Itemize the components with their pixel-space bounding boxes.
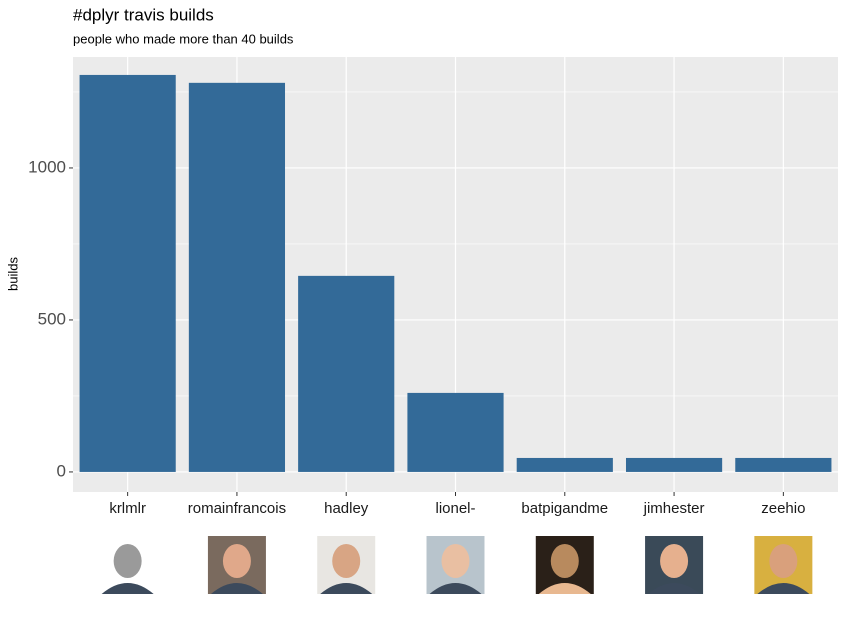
avatar — [207, 536, 266, 594]
avatar-shoulders — [538, 583, 591, 594]
x-tick-label: romainfrancois — [188, 500, 286, 517]
bar — [79, 74, 176, 472]
avatar — [645, 536, 704, 594]
avatar-shoulders — [320, 583, 373, 594]
x-tick-label: batpigandme — [521, 500, 608, 517]
avatar-shoulders — [101, 583, 154, 594]
x-tick-label: hadley — [324, 500, 369, 517]
bar — [625, 457, 723, 472]
avatar-face — [332, 544, 361, 578]
avatar — [535, 536, 594, 594]
chart-subtitle: people who made more than 40 builds — [73, 31, 294, 46]
avatar — [426, 536, 485, 594]
y-axis-label: builds — [5, 257, 20, 291]
bar — [407, 392, 504, 472]
avatar-shoulders — [648, 583, 701, 594]
x-tick-label: krlmlr — [109, 500, 146, 517]
avatar-face — [441, 544, 470, 578]
avatar-face — [660, 544, 689, 578]
avatar-face — [550, 544, 579, 578]
x-tick-label: lionel- — [435, 500, 475, 517]
avatar-shoulders — [210, 583, 263, 594]
bar — [188, 82, 286, 472]
avatar-shoulders — [429, 583, 482, 594]
avatar-face — [222, 544, 251, 578]
y-tick-label: 1000 — [28, 157, 66, 176]
x-tick-label: jimhester — [643, 500, 705, 517]
avatar-face — [769, 544, 798, 578]
bar — [298, 275, 395, 472]
bar — [735, 457, 832, 472]
avatar-face — [113, 544, 142, 578]
avatar — [98, 536, 157, 594]
x-tick-label: zeehio — [761, 500, 805, 517]
avatar — [317, 536, 376, 594]
avatar — [754, 536, 813, 594]
avatar-shoulders — [757, 583, 810, 594]
y-tick-label: 500 — [38, 309, 66, 328]
y-tick-label: 0 — [57, 461, 66, 480]
chart-title: #dplyr travis builds — [73, 5, 214, 24]
bar — [516, 457, 613, 472]
